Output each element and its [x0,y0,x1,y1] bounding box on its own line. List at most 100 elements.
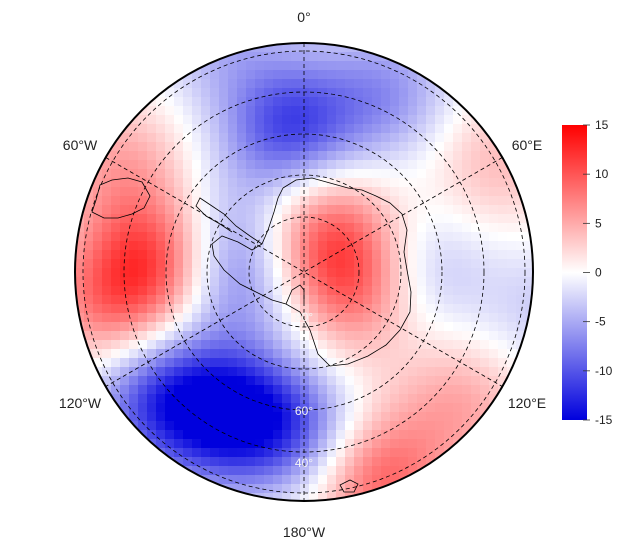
heatmap-cell [120,196,130,206]
heatmap-cell [210,439,220,449]
heatmap-cell [516,358,526,368]
heatmap-cell [246,376,256,386]
heatmap-cell [318,106,328,116]
heatmap-cell [480,196,490,206]
heatmap-cell [399,358,409,368]
heatmap-cell [318,331,328,341]
heatmap-cell [318,367,328,377]
heatmap-cell [219,412,229,422]
heatmap-cell [219,133,229,143]
heatmap-cell [417,97,427,107]
heatmap-cell [408,106,418,116]
heatmap-cell [120,232,130,242]
heatmap-cell [381,394,391,404]
heatmap-cell [282,295,292,305]
longitude-label-bottom: 180°W [283,524,326,540]
heatmap-cell [516,250,526,260]
heatmap-cell [219,196,229,206]
heatmap-cell [354,124,364,134]
heatmap-cell [183,151,193,161]
heatmap-cell [219,286,229,296]
heatmap-cell [399,178,409,188]
heatmap-cell [453,196,463,206]
heatmap-cell [147,133,157,143]
heatmap-cell [273,61,283,71]
heatmap-cell [210,268,220,278]
heatmap-cell [489,142,499,152]
heatmap-cell [201,412,211,422]
heatmap-cell [273,475,283,485]
heatmap-cell [525,196,533,206]
heatmap-cell [318,205,328,215]
heatmap-cell [264,367,274,377]
heatmap-cell [435,97,445,107]
heatmap-cell [201,277,211,287]
heatmap-cell [102,268,112,278]
heatmap-cell [363,340,373,350]
heatmap-cell [228,394,238,404]
heatmap-cell [174,187,184,197]
heatmap-cell [300,268,310,278]
heatmap-cell [219,403,229,413]
heatmap-cell [372,223,382,233]
heatmap-cell [354,394,364,404]
heatmap-cell [228,448,238,458]
latitude-label-80: 80° [295,310,313,324]
heatmap-cell [471,340,481,350]
heatmap-cell [399,115,409,125]
heatmap-cell [444,340,454,350]
heatmap-cell [165,178,175,188]
heatmap-cell [372,295,382,305]
heatmap-cell [399,430,409,440]
heatmap-cell [111,205,121,215]
heatmap-cell [435,160,445,170]
heatmap-cell [192,421,202,431]
heatmap-cell [174,115,184,125]
heatmap-cell [327,151,337,161]
heatmap-cell [174,97,184,107]
heatmap-cell [444,304,454,314]
heatmap-cell [300,232,310,242]
heatmap-cell [426,169,436,179]
heatmap-cell [156,421,166,431]
heatmap-cell [309,43,319,53]
heatmap-cell [309,115,319,125]
heatmap-cell [372,133,382,143]
heatmap-cell [183,232,193,242]
heatmap-cell [381,466,391,476]
heatmap-cell [498,169,508,179]
heatmap-cell [273,322,283,332]
heatmap-cell [354,97,364,107]
heatmap-cell [354,448,364,458]
heatmap-cell [273,124,283,134]
heatmap-cell [408,268,418,278]
heatmap-cell [327,79,337,89]
heatmap-cell [183,421,193,431]
heatmap-cell [309,106,319,116]
heatmap-cell [192,223,202,233]
heatmap-cell [426,196,436,206]
heatmap-cell [480,376,490,386]
heatmap-cell [417,358,427,368]
heatmap-cell [129,250,139,260]
heatmap-cell [426,133,436,143]
heatmap-cell [174,205,184,215]
heatmap-cell [345,439,355,449]
heatmap-cell [228,223,238,233]
heatmap-cell [219,277,229,287]
heatmap-cell [489,196,499,206]
heatmap-cell [291,277,301,287]
heatmap-cell [507,286,517,296]
heatmap-cell [318,439,328,449]
heatmap-cell [444,439,454,449]
heatmap-cell [291,376,301,386]
heatmap-cell [273,232,283,242]
heatmap-cell [237,169,247,179]
heatmap-cell [138,133,148,143]
heatmap-cell [300,61,310,71]
heatmap-cell [498,358,508,368]
heatmap-cell [408,232,418,242]
heatmap-cell [192,286,202,296]
heatmap-cell [282,367,292,377]
